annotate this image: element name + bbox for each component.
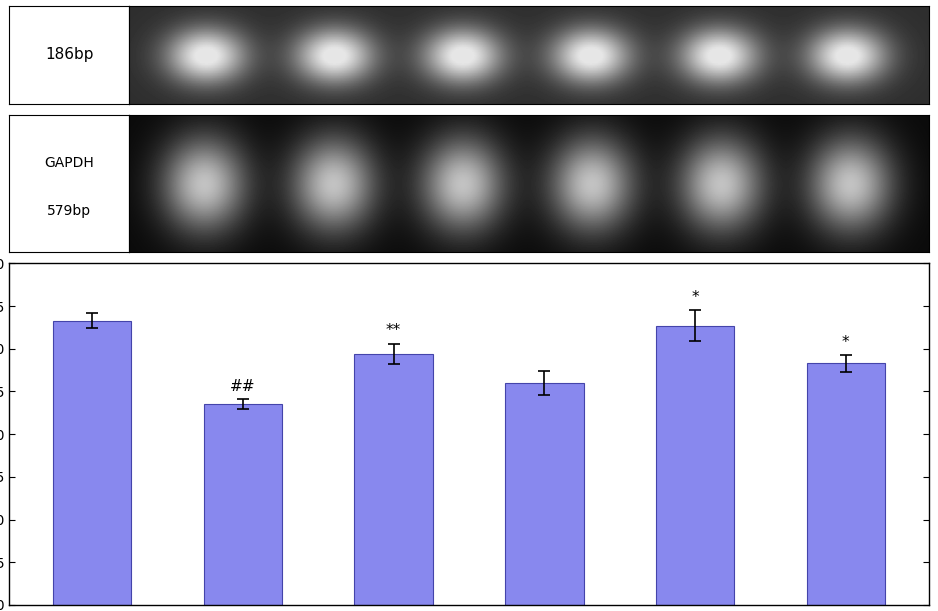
Bar xyxy=(355,354,432,605)
Text: *: * xyxy=(691,290,699,305)
Bar xyxy=(807,364,885,605)
Bar xyxy=(656,326,734,605)
Text: GAPDH: GAPDH xyxy=(44,156,94,170)
Bar xyxy=(53,321,131,605)
Text: *: * xyxy=(842,335,850,349)
Bar xyxy=(204,404,282,605)
Text: **: ** xyxy=(386,323,401,338)
Text: 186bp: 186bp xyxy=(45,48,94,62)
Text: 579bp: 579bp xyxy=(47,204,91,218)
Bar xyxy=(506,383,583,605)
Text: ##: ## xyxy=(230,379,256,394)
